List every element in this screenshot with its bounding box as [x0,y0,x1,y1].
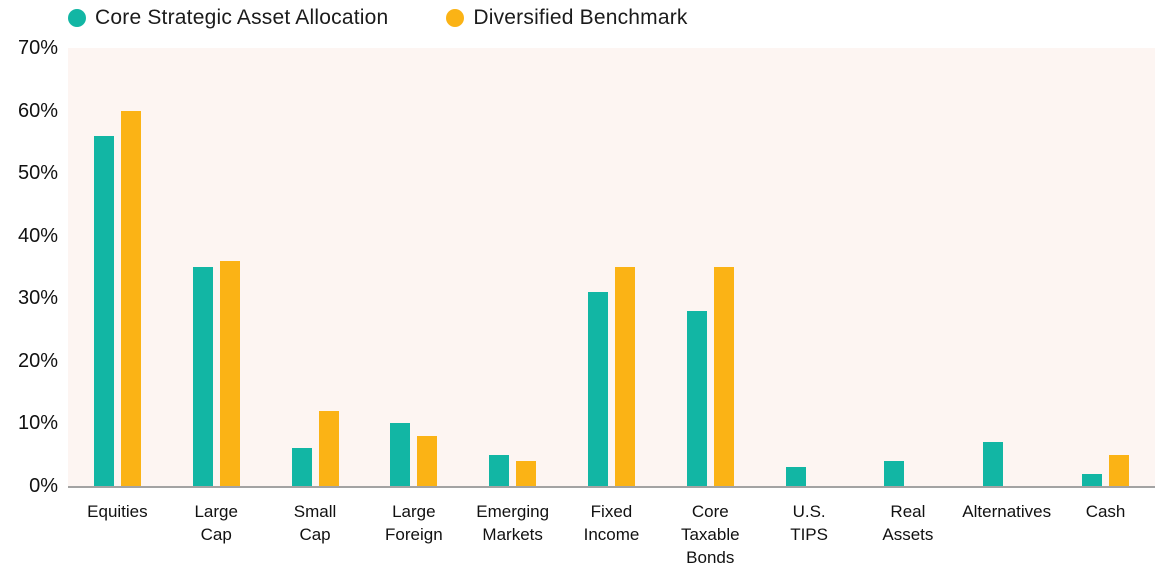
bar-series0-cat3 [390,423,411,486]
legend-dot-core-strategic-icon [68,9,86,27]
bar-series1-cat0 [120,110,141,486]
x-label-7: U.S. TIPS [790,502,828,544]
bar-series0-cat5 [587,292,608,486]
bar-group-5 [562,48,661,486]
bar-series0-cat1 [192,267,213,486]
bar-series0-cat10 [1082,473,1103,486]
y-tick-label-0: 0% [29,475,58,497]
x-label-8: Real Assets [882,502,934,544]
bar-group-2 [266,48,365,486]
y-tick-label-40: 40% [17,224,58,247]
bar-group-3 [364,48,463,486]
legend-dot-diversified-benchmark-icon [446,9,465,27]
bar-series0-cat4 [489,454,510,486]
x-label-6: Core Taxable Bonds [680,502,740,567]
legend-label-core-strategic: Core Strategic Asset Allocation [95,6,389,29]
y-tick-label-10: 10% [17,412,58,435]
bar-group-10 [1056,48,1155,486]
plot-area [68,48,1155,488]
x-label-1: Large Cap [194,502,238,544]
x-label-4: Emerging Markets [476,502,550,544]
bar-series1-cat2 [318,410,339,486]
x-label-9: Alternatives [962,502,1052,521]
bar-group-1 [167,48,266,486]
bar-group-6 [661,48,760,486]
bar-series1-cat1 [219,260,240,486]
bar-series0-cat0 [93,135,114,486]
bar-series1-cat6 [713,267,734,486]
x-axis: Equities Large Cap Small Cap Large Foreign E… [68,500,1155,569]
x-label-2: Small Cap [293,502,337,544]
bar-series1-cat3 [417,435,438,486]
bar-series0-cat2 [291,448,312,486]
bar-series0-cat9 [983,442,1004,486]
bar-series0-cat6 [686,310,707,486]
bar-group-7 [760,48,859,486]
bar-series1-cat10 [1109,454,1130,486]
y-tick-label-60: 60% [17,99,58,122]
y-tick-label-30: 30% [17,287,58,310]
bar-group-8 [859,48,958,486]
legend: Core Strategic Asset Allocation Diversif… [68,6,688,30]
y-tick-label-50: 50% [17,162,58,185]
x-label-5: Fixed Income [583,502,640,544]
bar-series0-cat8 [884,460,905,486]
legend-item-diversified-benchmark: Diversified Benchmark [446,6,687,30]
x-label-0: Equities [87,502,148,521]
bar-group-9 [957,48,1056,486]
y-tick-label-70: 70% [17,37,58,59]
bar-series1-cat5 [614,267,635,486]
legend-label-diversified-benchmark: Diversified Benchmark [473,6,688,29]
x-label-3: Large Foreign [385,502,443,544]
bar-group-0 [68,48,167,486]
bar-series1-cat4 [516,460,537,486]
x-label-10: Cash [1085,502,1126,521]
bar-group-4 [463,48,562,486]
legend-item-core-strategic: Core Strategic Asset Allocation [68,6,388,30]
y-tick-label-20: 20% [17,349,58,372]
bar-series0-cat7 [785,467,806,486]
